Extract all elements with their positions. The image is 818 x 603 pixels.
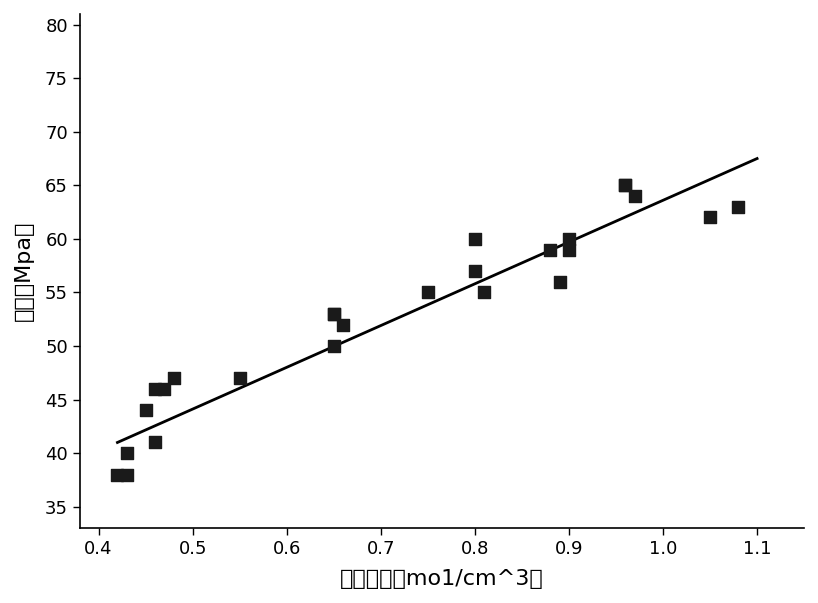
Point <box>158 384 171 394</box>
Point <box>619 180 632 190</box>
Point <box>469 234 482 244</box>
Point <box>149 384 162 394</box>
Point <box>120 470 133 479</box>
Point <box>327 309 340 319</box>
Point <box>478 288 491 297</box>
Point <box>337 320 350 329</box>
Point <box>619 180 632 190</box>
Point <box>563 234 576 244</box>
Point <box>421 288 434 297</box>
Point <box>327 309 340 319</box>
X-axis label: 交联密度（mo1/cm^3）: 交联密度（mo1/cm^3） <box>340 569 544 589</box>
Point <box>233 373 246 383</box>
Point <box>628 191 641 201</box>
Y-axis label: 硬度（Mpa）: 硬度（Mpa） <box>14 221 34 321</box>
Point <box>703 213 717 223</box>
Point <box>327 341 340 351</box>
Point <box>168 373 181 383</box>
Point <box>732 202 745 212</box>
Point <box>149 438 162 447</box>
Point <box>111 470 124 479</box>
Point <box>139 405 152 415</box>
Point <box>120 449 133 458</box>
Point <box>563 245 576 254</box>
Point <box>469 266 482 276</box>
Point <box>553 277 566 286</box>
Point <box>544 245 557 254</box>
